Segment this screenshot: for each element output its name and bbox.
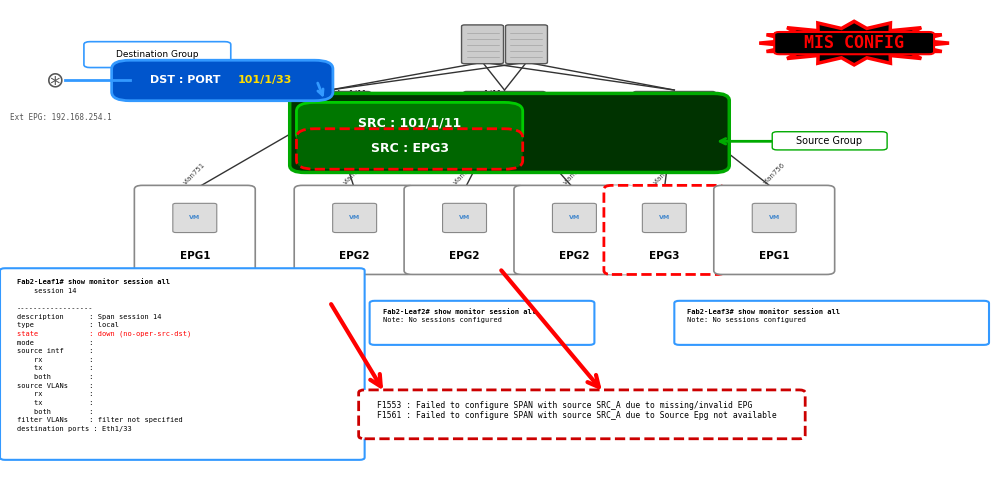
Text: Ext EPG: 192.168.254.1: Ext EPG: 192.168.254.1 [10,113,112,122]
FancyBboxPatch shape [552,203,596,232]
Text: 1/11: 1/11 [484,90,501,98]
Text: rx           :: rx : [17,357,94,363]
FancyBboxPatch shape [84,42,231,68]
Text: vlan751: vlan751 [183,161,207,185]
FancyBboxPatch shape [603,185,725,274]
FancyBboxPatch shape [633,91,715,113]
Text: F1561 : Failed to configure SPAN with source SRC_A due to Source Epg not availab: F1561 : Failed to configure SPAN with so… [377,411,776,420]
Text: vlan754: vlan754 [562,161,586,185]
Text: tx           :: tx : [17,365,94,372]
FancyBboxPatch shape [674,301,989,345]
Text: EPG3: EPG3 [649,251,679,261]
FancyBboxPatch shape [404,185,525,274]
FancyBboxPatch shape [294,185,416,274]
Text: filter VLANs     : filter not specified: filter VLANs : filter not specified [17,417,183,423]
Text: ------------------: ------------------ [17,305,94,311]
Text: both         :: both : [17,409,94,415]
FancyBboxPatch shape [505,25,547,64]
FancyBboxPatch shape [642,203,686,232]
Text: EPG1: EPG1 [759,251,789,261]
Text: VM: VM [189,216,201,220]
FancyBboxPatch shape [513,185,635,274]
FancyBboxPatch shape [370,301,594,345]
Text: EPG2: EPG2 [340,251,370,261]
Text: Fab2-Leaf2# show monitor session all: Fab2-Leaf2# show monitor session all [383,309,535,315]
FancyBboxPatch shape [774,32,934,54]
Text: source VLANs     :: source VLANs : [17,383,94,389]
Polygon shape [759,21,949,65]
Text: vlan753: vlan753 [453,161,477,185]
FancyBboxPatch shape [0,268,365,460]
Text: 1/33: 1/33 [286,82,304,91]
Text: 1/11: 1/11 [348,90,367,98]
Text: Source Group: Source Group [796,136,862,146]
FancyBboxPatch shape [297,129,522,169]
FancyBboxPatch shape [290,93,729,172]
Text: VM: VM [658,216,670,220]
FancyBboxPatch shape [462,25,503,64]
Text: vlan755: vlan755 [652,161,676,185]
FancyBboxPatch shape [464,91,545,113]
Text: mode             :: mode : [17,340,94,346]
Text: type             : local: type : local [17,322,119,329]
Text: Fab2-Leaf1# show monitor session all: Fab2-Leaf1# show monitor session all [17,279,170,285]
Text: DST : PORT: DST : PORT [150,76,221,85]
FancyBboxPatch shape [173,203,217,232]
Text: MIS CONFIG: MIS CONFIG [804,34,904,52]
Text: vlan756: vlan756 [762,161,786,185]
Text: VM: VM [768,216,780,220]
Text: state            : down (no-oper-src-dst): state : down (no-oper-src-dst) [17,331,191,338]
Polygon shape [137,65,158,77]
FancyBboxPatch shape [112,60,333,101]
Text: rx           :: rx : [17,391,94,398]
Text: tx           :: tx : [17,400,94,406]
Text: EPG2: EPG2 [450,251,480,261]
Text: Destination Group: Destination Group [116,50,199,59]
Text: ⊛: ⊛ [46,70,64,91]
FancyBboxPatch shape [134,185,256,274]
Text: SRC : 101/1/11: SRC : 101/1/11 [358,116,462,129]
FancyBboxPatch shape [297,103,522,143]
FancyBboxPatch shape [289,91,371,113]
Text: vlan752: vlan752 [343,161,367,185]
Text: VM: VM [349,216,361,220]
Text: destination ports : Eth1/33: destination ports : Eth1/33 [17,426,132,432]
Text: 101/1/33: 101/1/33 [238,76,292,85]
FancyBboxPatch shape [713,185,835,274]
Text: Note: No sessions configured: Note: No sessions configured [687,317,806,323]
Text: F1553 : Failed to configure SPAN with source SRC_A due to missing/invalid EPG: F1553 : Failed to configure SPAN with so… [377,401,752,411]
Text: Fab2-Leaf3# show monitor session all: Fab2-Leaf3# show monitor session all [687,309,840,315]
Text: Note: No sessions configured: Note: No sessions configured [383,317,501,323]
FancyBboxPatch shape [752,203,796,232]
Text: 1/24: 1/24 [322,90,341,98]
FancyBboxPatch shape [772,132,887,150]
FancyBboxPatch shape [359,390,805,439]
FancyBboxPatch shape [333,203,377,232]
Text: SRC : EPG3: SRC : EPG3 [371,142,449,156]
Text: EPG1: EPG1 [180,251,210,261]
FancyBboxPatch shape [443,203,487,232]
Text: description      : Span session 14: description : Span session 14 [17,314,162,320]
Text: VM: VM [459,216,471,220]
Text: session 14: session 14 [17,288,77,294]
Text: EPG2: EPG2 [559,251,589,261]
Text: VM: VM [568,216,580,220]
Text: both         :: both : [17,374,94,380]
Text: source intf      :: source intf : [17,348,94,354]
